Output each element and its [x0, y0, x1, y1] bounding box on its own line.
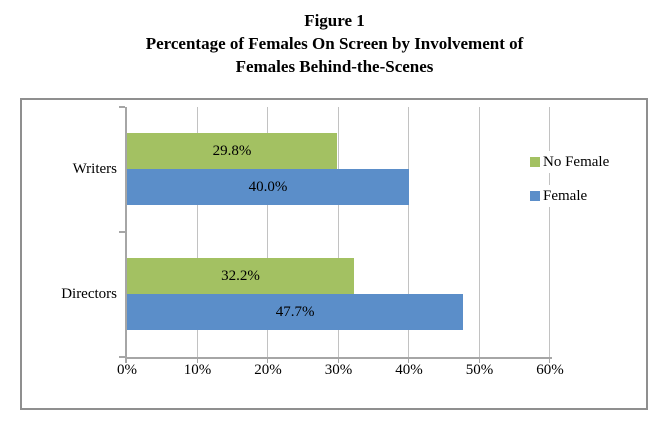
- legend-color-swatch: [530, 191, 540, 201]
- value-axis-tick: [478, 359, 480, 363]
- bar-writers-no-female: 29.8%: [127, 133, 338, 169]
- legend-color-swatch: [530, 157, 540, 167]
- legend-label: No Female: [543, 153, 610, 170]
- category-label-writers: Writers: [72, 161, 117, 177]
- x-tick-label-40%: 40%: [395, 362, 423, 378]
- bar-value-label: 40.0%: [248, 178, 288, 195]
- chart-area: 29.8% 40.0% 32.2% 47.7% Writers Directors 0%…: [20, 98, 648, 410]
- x-tick-label-30%: 30%: [324, 362, 353, 378]
- value-axis-tick: [549, 359, 550, 363]
- gridline-20%: [267, 107, 268, 357]
- title-line-3: Females Behind-the-Scenes: [235, 57, 434, 76]
- value-axis-tick: [196, 359, 198, 363]
- bar-directors-female: 47.7%: [127, 294, 464, 330]
- bar-directors-no-female: 32.2%: [127, 258, 354, 294]
- category-axis-tick: [119, 356, 125, 358]
- value-axis-line: [125, 357, 552, 359]
- value-axis-tick: [267, 359, 268, 363]
- bar-writers-female: 40.0%: [127, 169, 409, 205]
- category-axis-tick: [119, 231, 125, 233]
- gridline-50%: [478, 107, 480, 357]
- legend-item-female: Female: [530, 185, 594, 207]
- value-axis-tick: [337, 359, 339, 363]
- x-tick-label-0%: 0%: [117, 362, 137, 378]
- bar-value-label: 29.8%: [212, 142, 252, 159]
- legend-item-no-female: No Female: [530, 151, 616, 173]
- value-axis-tick: [408, 359, 409, 363]
- plot-area: 29.8% 40.0% 32.2% 47.7%: [119, 106, 552, 363]
- legend-label: Female: [543, 187, 588, 204]
- category-axis-line: [125, 107, 127, 363]
- x-tick-label-60%: 60%: [536, 362, 564, 378]
- category-label-directors: Directors: [61, 286, 117, 302]
- gridline-40%: [408, 107, 409, 357]
- gridline-10%: [196, 107, 198, 357]
- chart-title: Figure 1 Percentage of Females On Screen…: [0, 9, 669, 78]
- x-tick-label-20%: 20%: [254, 362, 282, 378]
- title-line-2: Percentage of Females On Screen by Invol…: [145, 34, 524, 53]
- x-tick-label-50%: 50%: [465, 362, 494, 378]
- bar-value-label: 47.7%: [275, 303, 315, 320]
- gridline-30%: [337, 107, 339, 357]
- gridline-60%: [549, 107, 550, 357]
- bar-value-label: 32.2%: [221, 267, 260, 284]
- title-line-1: Figure 1: [304, 11, 365, 30]
- x-tick-label-10%: 10%: [183, 362, 212, 378]
- category-axis-tick: [119, 106, 125, 108]
